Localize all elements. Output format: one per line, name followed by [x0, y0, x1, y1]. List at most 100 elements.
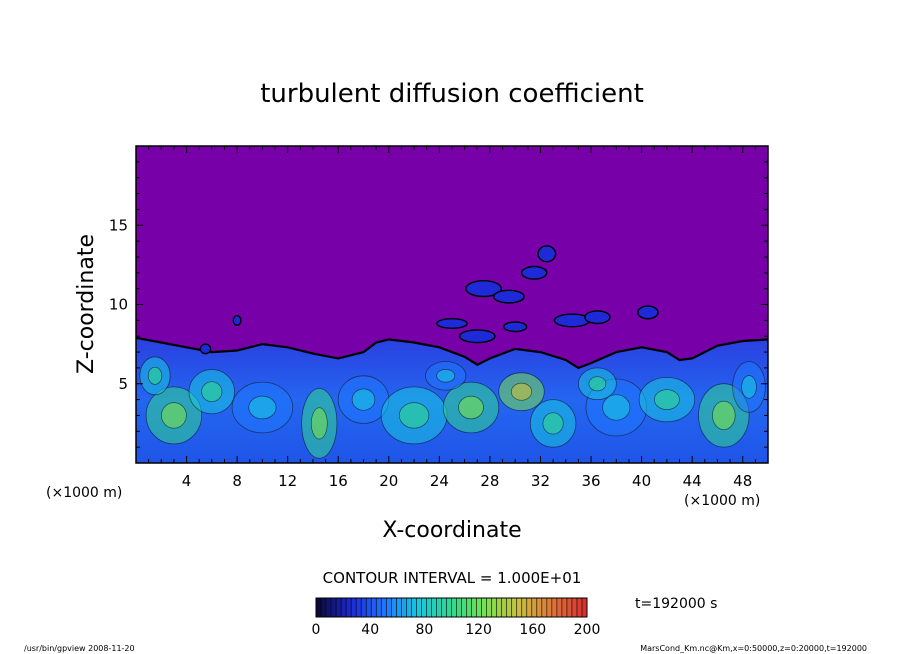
colorbar-segment [526, 598, 533, 617]
colorbar-segment [431, 598, 437, 617]
colorbar-segment [551, 598, 558, 617]
colorbar-segment [386, 598, 392, 617]
x-axis-label: X-coordinate [382, 518, 521, 543]
x-tick-label: 48 [733, 472, 752, 490]
contour-speck [503, 321, 528, 333]
contour-speck [637, 305, 659, 320]
colorbar-segment [376, 598, 382, 617]
colorbar-segment [451, 598, 457, 617]
colorbar-segment [456, 598, 462, 617]
colorbar-segment [416, 598, 422, 617]
colorbar-segment [436, 598, 442, 617]
colorbar-tick-label: 0 [312, 622, 321, 638]
contour-speck [520, 265, 548, 280]
colorbar-segment [571, 598, 578, 617]
eddy-core [436, 369, 456, 383]
x-tick-label: 16 [329, 472, 348, 490]
colorbar-segment [401, 598, 407, 617]
upper-contour-specks [199, 245, 659, 355]
colorbar-segment [391, 598, 397, 617]
contour-speck [458, 329, 496, 344]
colorbar-segment [381, 598, 387, 617]
colorbar-segment [491, 598, 497, 617]
colorbar-segment [446, 598, 452, 617]
contour-speck [537, 245, 557, 263]
colorbar-segment [316, 598, 322, 617]
eddy-core [398, 402, 430, 429]
footer-left: /usr/bin/gpview 2008-11-20 [24, 644, 135, 653]
colorbar-segment [481, 598, 487, 617]
colorbar-tick-label: 120 [465, 622, 492, 638]
colorbar-segment [351, 598, 357, 617]
colorbar-ticks: 0 40 80 120 160 200 [312, 622, 601, 638]
eddy-core [310, 407, 328, 440]
colorbar-segment [426, 598, 432, 617]
eddy-core [458, 395, 484, 420]
colorbar-segment [541, 598, 548, 617]
contour-speck [199, 343, 212, 355]
colorbar-segment [511, 598, 518, 617]
eddy-core [741, 375, 757, 399]
colorbar-segment [361, 598, 367, 617]
colorbar-segment [496, 598, 502, 617]
y-tick-label: 10 [109, 296, 128, 314]
x-tick-label: 28 [480, 472, 499, 490]
colorbar-segment [466, 598, 472, 617]
colorbar-segment [356, 598, 362, 617]
eddy-core [147, 366, 163, 385]
contour-speck [492, 289, 525, 304]
colorbar-segment [476, 598, 482, 617]
x-tick-label: 32 [531, 472, 550, 490]
colorbar-segment [366, 598, 372, 617]
x-tick-label: 40 [632, 472, 651, 490]
colorbar-segment [411, 598, 417, 617]
x-tick-label: 44 [683, 472, 702, 490]
eddy-core [351, 388, 376, 411]
colorbar-segment [536, 598, 543, 617]
footer-right: MarsCond_Km.nc@Km,x=0:50000,z=0:20000,t=… [640, 644, 867, 653]
eddy-core [510, 382, 533, 401]
eddy-core [654, 389, 680, 410]
colorbar-segment [461, 598, 467, 617]
colorbar [315, 597, 588, 618]
colorbar-segment [336, 598, 342, 617]
x-axis: 4 8 12 16 20 24 28 32 36 40 44 48 [135, 146, 769, 490]
eddy-core [161, 402, 187, 429]
colorbar-segment [346, 598, 352, 617]
eddy-core [712, 400, 736, 431]
colorbar-segment [331, 598, 337, 617]
colorbar-segment [471, 598, 477, 617]
colorbar-tick-label: 160 [519, 622, 546, 638]
x-tick-label: 20 [379, 472, 398, 490]
chart-title: turbulent diffusion coefficient [260, 79, 644, 109]
colorbar-segment [421, 598, 427, 617]
colorbar-tick-label: 80 [415, 622, 433, 638]
colorbar-segment [531, 598, 538, 617]
y-axis-label: Z-coordinate [74, 234, 99, 374]
x-unit-label-right: (×1000 m) [684, 493, 760, 509]
colorbar-segment [516, 598, 523, 617]
eddy-core [588, 376, 607, 392]
turbulence-features [139, 356, 766, 459]
colorbar-segment [576, 598, 583, 617]
eddy-core [602, 394, 631, 421]
x-tick-label: 8 [232, 472, 242, 490]
contour-speck [232, 314, 242, 326]
time-label: t=192000 s [635, 596, 717, 612]
colorbar-segment [501, 598, 508, 617]
contour-interval-label: CONTOUR INTERVAL = 1.000E+01 [323, 569, 582, 587]
eddy-core [201, 381, 223, 403]
y-tick-label: 5 [118, 375, 128, 393]
contour-speck [436, 318, 468, 330]
contour-speck [465, 280, 502, 298]
x-tick-label: 36 [581, 472, 600, 490]
contour-speck [584, 310, 611, 325]
boundary-layer-top-contour [136, 336, 768, 370]
colorbar-segment [486, 598, 492, 617]
colorbar-segment [561, 598, 568, 617]
colorbar-segment [371, 598, 377, 617]
colorbar-segment [321, 598, 327, 617]
x-unit-label-left: (×1000 m) [46, 485, 122, 501]
x-tick-label: 12 [278, 472, 297, 490]
